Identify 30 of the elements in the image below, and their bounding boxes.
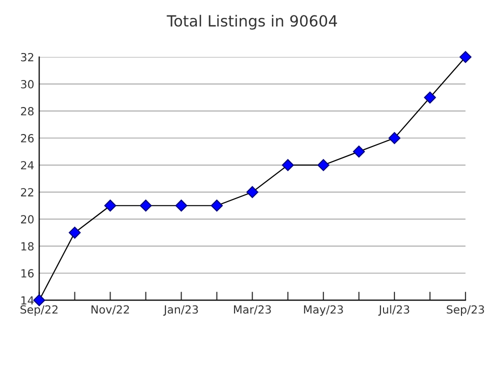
y-tick-label: 14: [21, 296, 34, 304]
y-tick-label: 32: [21, 52, 34, 62]
point: [317, 159, 330, 172]
point: [210, 200, 223, 212]
point: [140, 200, 152, 212]
point: [104, 200, 116, 212]
x-tick-label: Jan/23: [163, 305, 198, 316]
y-tick-label: 26: [21, 134, 34, 142]
y-tick-label: 16: [21, 269, 34, 278]
point: [460, 51, 472, 63]
y-tick-label: 20: [21, 215, 34, 224]
y-tick-label: 28: [21, 107, 34, 116]
x-tick-label: May/23: [304, 305, 343, 316]
y-tick-label: 18: [21, 242, 34, 251]
y-tick-label: 30: [21, 80, 34, 88]
point: [388, 132, 400, 144]
x-tick-label: Nov/22: [92, 305, 129, 315]
y-tick-label: 22: [21, 188, 34, 196]
x-tick-label: Mar/23: [234, 305, 271, 315]
chart-title: Total Listings in 90604: [166, 14, 338, 30]
point: [282, 159, 294, 172]
y-tick-label: 24: [21, 161, 34, 170]
x-tick-label: Jul/23: [378, 305, 410, 316]
x-tick-label: Sep/22: [20, 305, 58, 316]
point: [68, 226, 81, 239]
x-tick-label: Sep/23: [446, 305, 484, 316]
point: [246, 186, 258, 198]
point: [424, 92, 436, 104]
point: [352, 146, 365, 158]
point: [175, 200, 188, 212]
